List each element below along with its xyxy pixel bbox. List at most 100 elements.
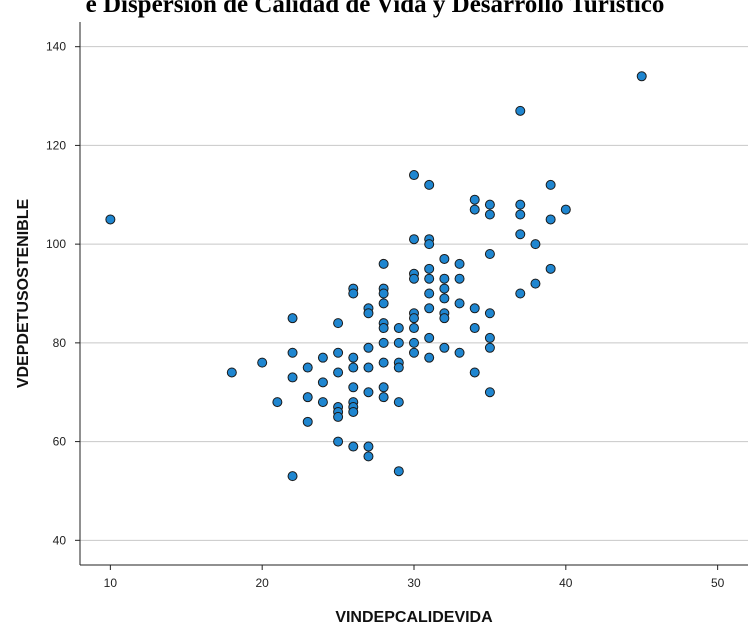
data-point — [424, 263, 435, 274]
data-point — [469, 323, 480, 334]
data-point — [515, 209, 526, 220]
data-point — [348, 406, 359, 417]
data-point — [378, 337, 389, 348]
y-tick-label: 140 — [46, 40, 66, 54]
data-point — [424, 332, 435, 343]
data-point — [287, 372, 298, 383]
data-point — [469, 194, 480, 205]
data-point — [545, 179, 556, 190]
data-point — [363, 342, 374, 353]
data-point — [424, 179, 435, 190]
data-point — [393, 337, 404, 348]
data-point — [348, 288, 359, 299]
data-point — [469, 204, 480, 215]
data-point — [454, 298, 465, 309]
data-point — [545, 263, 556, 274]
data-point — [348, 352, 359, 363]
data-point — [454, 273, 465, 284]
data-point — [424, 352, 435, 363]
data-point — [439, 283, 450, 294]
data-point — [409, 313, 419, 324]
data-point — [348, 362, 359, 373]
x-tick-label: 10 — [104, 576, 118, 590]
data-point — [317, 397, 328, 408]
data-point — [439, 273, 450, 284]
x-tick-label: 20 — [256, 576, 270, 590]
data-point — [545, 214, 556, 225]
data-point — [363, 362, 374, 373]
data-point — [515, 199, 526, 210]
data-point — [515, 105, 526, 116]
data-point — [378, 288, 389, 299]
gridlines — [80, 46, 748, 541]
data-point — [530, 278, 541, 289]
data-point — [348, 441, 359, 452]
data-point — [515, 288, 526, 299]
x-axis-title: VINDEPCALIDEVIDA — [335, 609, 493, 626]
data-point — [484, 332, 495, 343]
data-point — [333, 436, 344, 447]
data-point — [409, 170, 419, 181]
data-point — [484, 199, 495, 210]
data-point — [484, 342, 495, 353]
data-point — [302, 416, 313, 427]
data-point — [363, 441, 374, 452]
data-point — [348, 382, 359, 393]
y-tick-label: 100 — [46, 237, 66, 251]
data-point — [424, 303, 435, 314]
data-point — [378, 258, 389, 269]
data-point — [226, 367, 237, 378]
data-point — [333, 367, 344, 378]
data-point — [424, 239, 435, 250]
data-point — [409, 337, 419, 348]
data-point — [378, 382, 389, 393]
data-points — [105, 71, 647, 482]
data-point — [105, 214, 116, 225]
data-point — [409, 347, 419, 358]
data-point — [439, 313, 450, 324]
data-point — [257, 357, 268, 368]
data-point — [560, 204, 571, 215]
data-point — [378, 357, 389, 368]
data-point — [302, 362, 313, 373]
data-point — [409, 234, 419, 245]
x-tick-label: 30 — [407, 576, 421, 590]
data-point — [484, 387, 495, 398]
y-tick-label: 60 — [53, 435, 67, 449]
data-point — [272, 397, 283, 408]
data-point — [454, 258, 465, 269]
data-point — [484, 308, 495, 319]
data-point — [363, 308, 374, 319]
data-point — [393, 466, 404, 477]
y-tick-label: 80 — [53, 336, 67, 350]
data-point — [363, 387, 374, 398]
data-point — [393, 323, 404, 334]
data-point — [439, 342, 450, 353]
data-point — [333, 318, 344, 329]
data-point — [409, 273, 419, 284]
data-point — [287, 347, 298, 358]
data-point — [287, 313, 298, 324]
y-tick-label: 40 — [53, 533, 67, 547]
y-axis-title: VDEPDETUSOSTENIBLE — [15, 198, 32, 388]
data-point — [424, 288, 435, 299]
data-point — [469, 367, 480, 378]
data-point — [393, 397, 404, 408]
data-point — [484, 249, 495, 260]
y-tick-label: 120 — [46, 138, 66, 152]
x-tick-label: 50 — [711, 576, 725, 590]
data-point — [378, 323, 389, 334]
data-point — [333, 347, 344, 358]
data-point — [530, 239, 541, 250]
data-point — [317, 352, 328, 363]
data-point — [302, 392, 313, 403]
data-point — [378, 392, 389, 403]
ticks: 40 60 80 100 120 140 10 20 30 40 50 — [46, 40, 725, 590]
data-point — [363, 451, 374, 462]
axes — [79, 22, 748, 566]
data-point — [333, 411, 344, 422]
data-point — [317, 377, 328, 388]
data-point — [287, 471, 298, 482]
data-point — [439, 253, 450, 264]
